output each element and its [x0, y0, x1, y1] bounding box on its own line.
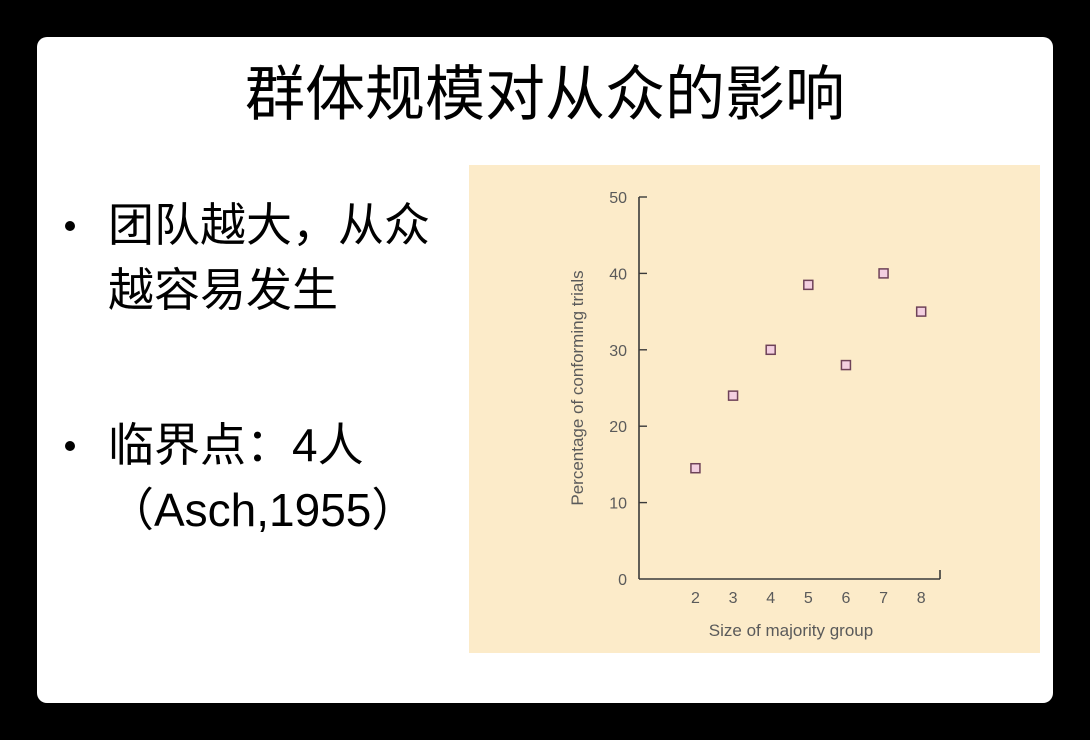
y-tick-label: 50 [609, 190, 627, 207]
bullet-marker [65, 441, 75, 451]
x-tick-label: 2 [691, 590, 700, 607]
data-point [690, 462, 701, 474]
y-tick-label: 40 [609, 266, 627, 283]
x-tick-label: 5 [804, 590, 813, 607]
x-tick-label: 7 [879, 590, 888, 607]
chart-panel: Size of majority group Percentage of con… [469, 165, 1040, 653]
bullet-citation-line: （Asch,1955） [108, 484, 418, 536]
data-point [878, 268, 889, 279]
x-axis-label: Size of majority group [709, 621, 873, 640]
data-point [840, 359, 852, 371]
data-point [765, 344, 776, 356]
bullet-marker [65, 221, 75, 231]
slide: 群体规模对从众的影响 团队越大，从众 越容易发生 临界点：4人 （Asch,19… [37, 37, 1053, 703]
data-point [727, 390, 739, 401]
bullet-text-line: 团队越大，从众 [108, 199, 430, 251]
y-tick-label: 10 [609, 496, 627, 513]
data-point [915, 306, 927, 317]
y-tick-label: 0 [618, 572, 627, 589]
y-axis-label: Percentage of conforming trials [568, 270, 587, 505]
bullet-item-group-size: 团队越大，从众 越容易发生 [37, 193, 437, 323]
bullet-text-line: 临界点：4人 [108, 419, 364, 471]
bullet-item-critical-point: 临界点：4人 （Asch,1955） [37, 413, 437, 543]
y-tick-label: 20 [609, 419, 627, 436]
x-tick-label: 8 [917, 590, 926, 607]
x-tick-label: 4 [766, 590, 775, 607]
x-tick-label: 3 [729, 590, 738, 607]
scatter-chart: Size of majority group Percentage of con… [568, 190, 941, 640]
slide-title: 群体规模对从众的影响 [245, 61, 845, 128]
y-tick-label: 30 [609, 343, 627, 360]
x-tick-label: 6 [841, 590, 850, 607]
data-point [803, 279, 814, 291]
bullet-text-line: 越容易发生 [108, 264, 338, 316]
